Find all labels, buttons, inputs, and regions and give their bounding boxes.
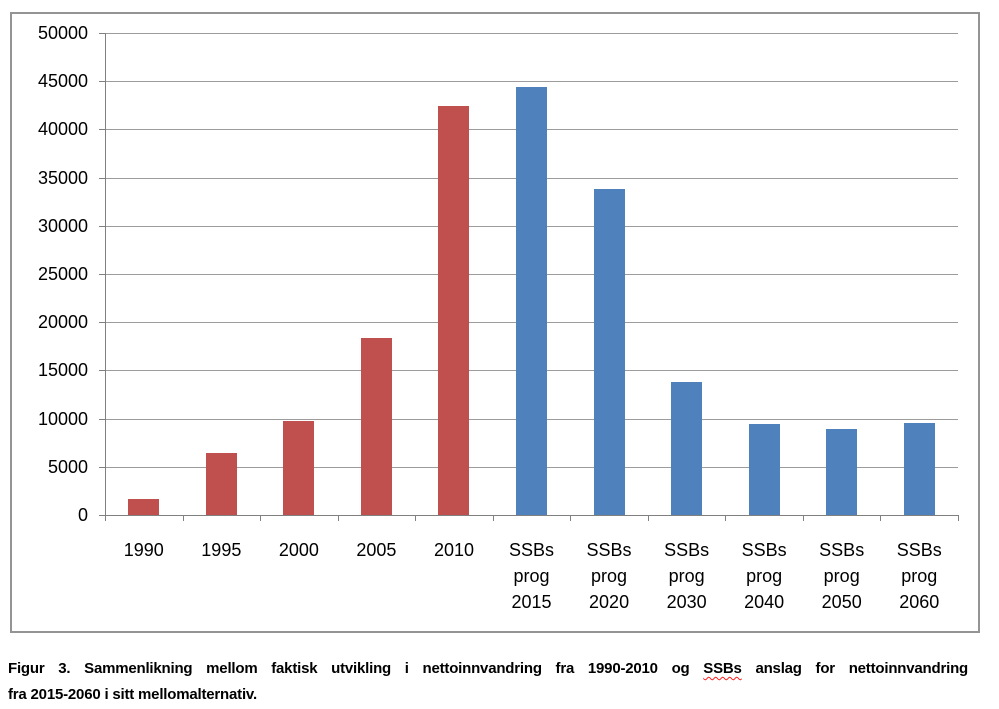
x-tick-label-2000: 2000	[278, 540, 319, 560]
y-tick-label-30000: 30000	[37, 216, 88, 236]
figure-caption: Figur 3. Sammenlikning mellom faktisk ut…	[8, 656, 968, 708]
bar-ssbs-prog-2030	[671, 382, 702, 515]
bar-ssbs-prog-2060	[904, 423, 935, 515]
x-tick-mark	[803, 515, 804, 521]
plot-area	[105, 33, 958, 515]
y-tick-label-20000: 20000	[37, 312, 88, 332]
y-tick-mark	[99, 129, 105, 130]
y-tick-mark	[99, 370, 105, 371]
x-tick-label-1995: 1995	[201, 540, 242, 560]
y-tick-mark	[99, 274, 105, 275]
y-tick-mark	[99, 419, 105, 420]
x-tick-mark	[260, 515, 261, 521]
y-tick-mark	[99, 178, 105, 179]
y-tick-mark	[99, 81, 105, 82]
y-tick-label-15000: 15000	[37, 360, 88, 380]
x-tick-mark	[183, 515, 184, 521]
bar-1995	[206, 453, 237, 515]
gridline-50000	[105, 33, 958, 34]
x-tick-label-ssbs-prog-2015: SSBs prog 2015	[508, 540, 555, 612]
x-tick-mark	[105, 515, 106, 521]
caption-text-after: anslag for nettoinnvandring	[741, 660, 968, 677]
figure-caption-line1: Figur 3. Sammenlikning mellom faktisk ut…	[8, 656, 968, 682]
x-axis-line	[105, 515, 959, 516]
y-axis-line	[105, 33, 106, 516]
y-tick-label-35000: 35000	[37, 168, 88, 188]
bar-1990	[128, 499, 159, 515]
y-tick-mark	[99, 226, 105, 227]
y-tick-label-50000: 50000	[37, 23, 88, 43]
bar-ssbs-prog-2040	[749, 424, 780, 515]
x-tick-label-2010: 2010	[433, 540, 474, 560]
x-tick-label-ssbs-prog-2050: SSBs prog 2050	[819, 540, 865, 612]
caption-text-before: Figur 3. Sammenlikning mellom faktisk ut…	[8, 660, 704, 677]
caption-misspelled-word: SSBs	[703, 660, 742, 677]
x-tick-mark	[493, 515, 494, 521]
y-tick-label-0: 0	[77, 505, 88, 525]
x-tick-label-2005: 2005	[356, 540, 397, 560]
bar-ssbs-prog-2050	[826, 429, 857, 515]
x-tick-mark	[880, 515, 881, 521]
x-tick-mark	[958, 515, 959, 521]
y-tick-label-10000: 10000	[37, 409, 88, 429]
y-tick-label-25000: 25000	[37, 264, 88, 284]
chart-frame: 0 5000 10000 15000 20000 25000 30000 35000 40000…	[10, 12, 980, 633]
x-tick-label-ssbs-prog-2040: SSBs prog 2040	[741, 540, 787, 612]
x-tick-mark	[338, 515, 339, 521]
x-tick-mark	[725, 515, 726, 521]
y-tick-label-40000: 40000	[37, 119, 88, 139]
y-tick-mark	[99, 33, 105, 34]
y-tick-label-5000: 5000	[47, 457, 88, 477]
x-tick-label-ssbs-prog-2020: SSBs prog 2020	[586, 540, 632, 612]
bar-ssbs-prog-2020	[594, 189, 625, 515]
x-tick-label-1990: 1990	[123, 540, 164, 560]
y-tick-mark	[99, 322, 105, 323]
y-tick-mark	[99, 467, 105, 468]
bar-ssbs-prog-2015	[516, 87, 547, 515]
x-tick-mark	[648, 515, 649, 521]
figure-caption-line2: fra 2015-2060 i sitt mellomalternativ.	[8, 686, 257, 703]
bar-2010	[438, 106, 469, 515]
x-tick-label-ssbs-prog-2030: SSBs prog 2030	[664, 540, 710, 612]
x-axis-tick-labels: 1990 1995 2000 2005 2010 SSBs prog 2015 SSBs p…	[105, 537, 958, 615]
gridline-45000	[105, 81, 958, 82]
x-tick-mark	[570, 515, 571, 521]
x-tick-mark	[415, 515, 416, 521]
x-tick-label-ssbs-prog-2060: SSBs prog 2060	[896, 540, 942, 612]
y-tick-label-45000: 45000	[37, 71, 88, 91]
bar-2000	[283, 421, 314, 515]
bar-2005	[361, 338, 392, 515]
y-tick-mark	[99, 515, 105, 516]
